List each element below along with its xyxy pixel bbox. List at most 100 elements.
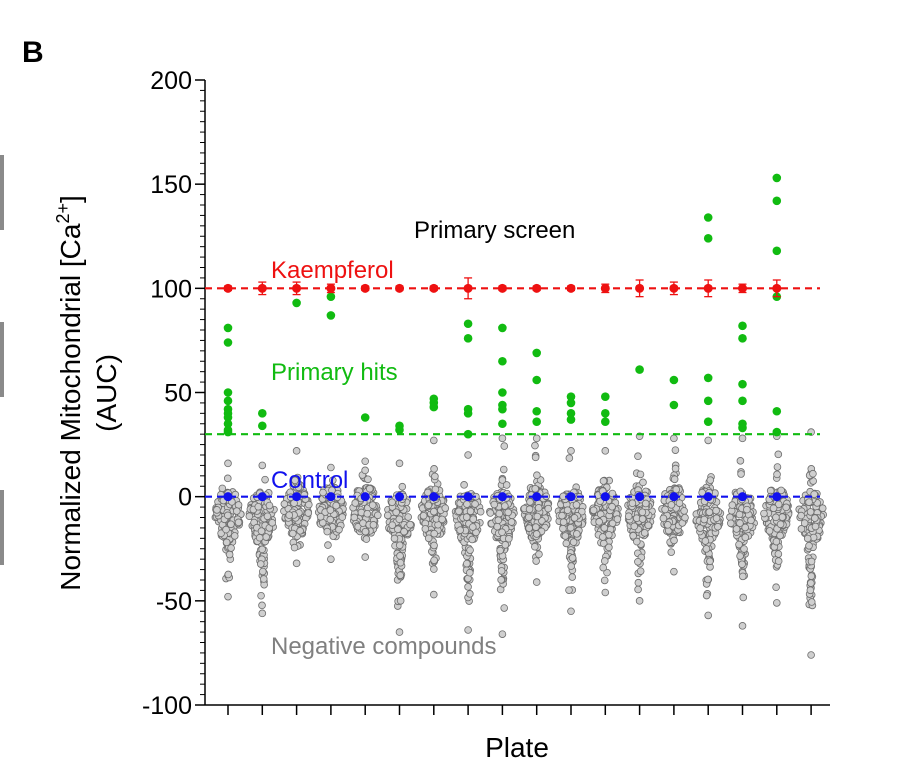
primary-hit-point [463,319,473,329]
negative-compound-point [257,560,265,568]
negative-compound-point [328,476,337,485]
negative-compound-point [419,512,428,520]
negative-compound-point [429,590,438,599]
negative-compound-point [396,571,405,580]
primary-hit-point [738,396,747,406]
negative-compound-point [741,533,750,542]
negative-compound-point [498,630,507,638]
negative-compound-point [319,488,327,497]
kaempferol-point [395,283,404,293]
negative-compound-point [599,533,607,541]
negative-compound-point [494,516,503,525]
negative-compound-point [223,474,232,483]
negative-compound-point [218,484,227,493]
negative-compound-point [369,521,378,529]
negative-compound-point [493,522,502,531]
negative-compound-point [259,575,268,583]
negative-compound-point [544,504,553,513]
negative-compound-point [232,507,241,515]
y-tick-label: -50 [156,588,192,616]
negative-compound-point [670,536,678,545]
primary-hit-point [223,413,233,422]
negative-compound-point [222,538,231,547]
negative-compound-point [603,568,611,577]
kaempferol-point [257,283,267,293]
negative-compound-point [265,501,274,510]
negative-compound-point [578,507,586,516]
negative-compound-point [661,505,669,514]
control-point [429,492,439,502]
negative-compound-point [500,604,508,612]
primary-hit-point [738,423,747,433]
negative-compound-point [776,531,784,540]
negative-compound-point [613,515,622,523]
negative-compound-point [738,434,747,443]
negative-compound-point [338,513,347,521]
negative-compound-point [806,508,815,516]
negative-compound-point [504,508,512,517]
kaempferol-point [635,283,645,293]
primary-hit-point [532,348,541,358]
primary-hit-point [669,400,679,410]
negative-compound-point [635,597,644,605]
negative-compound-point [601,447,610,455]
negative-compound-point [230,532,239,540]
y-axis-title-line2: (AUC) [91,354,122,432]
negative-compound-point [262,533,270,541]
negative-compound-point [361,527,370,536]
negative-compound-point [507,518,516,526]
y-tick-label: -100 [142,692,192,720]
negative-compound-point [636,470,645,479]
negative-compound-point [524,513,533,522]
negative-compound-point [430,529,439,538]
x-axis [205,704,830,715]
kaempferol-point [429,283,439,293]
negative-compound-point [424,501,433,510]
negative-compound-point [562,539,571,548]
primary-hit-point [258,421,267,431]
negative-compound-point [234,518,243,527]
negative-compound-point [735,540,743,549]
negative-compound-point [525,505,534,514]
kaempferol-point [360,283,370,293]
negative-compound-point [332,501,340,510]
control-point [635,492,645,502]
negative-compound-point [531,485,540,493]
negative-compound-point [532,578,541,586]
negative-compound-point [462,559,471,568]
x-axis-title: Plate [485,732,549,763]
negative-compound-point [466,568,474,577]
negative-compound-point [213,506,221,514]
negative-compound-point [502,481,511,489]
negative-compound-point [599,477,608,485]
primary-hit-point [498,388,507,397]
negative-compound-point [797,511,805,520]
negative-compound-point [263,512,272,521]
negative-compound-point [534,504,543,512]
primary-hit-point [498,419,507,429]
negative-compound-point [490,500,499,509]
negative-compound-point [567,607,575,616]
negative-compound-point [255,533,264,542]
negative-compound-point [807,651,815,659]
negative-compound-point [704,575,712,584]
kaempferol-point [738,283,747,293]
primary-hits-layer [223,173,782,439]
negative-compound-point [641,499,650,508]
negative-compound-point [532,557,540,565]
primary-hit-point [703,396,713,406]
negative-compound-point [498,476,507,484]
primary-hit-point [772,246,782,256]
negative-compound-point [227,520,235,529]
negative-compound-point [351,499,360,507]
negative-compound-point [222,525,230,534]
negative-compound-point [800,519,809,527]
negative-compound-point [294,483,303,492]
y-tick-label: 50 [164,380,192,408]
negative-compound-point [558,511,566,520]
negative-compound-point [261,475,269,484]
negative-compound-point [396,558,405,567]
negative-compound-point [589,506,598,515]
negative-compound-point [727,519,735,528]
negative-compound-point [599,563,608,572]
